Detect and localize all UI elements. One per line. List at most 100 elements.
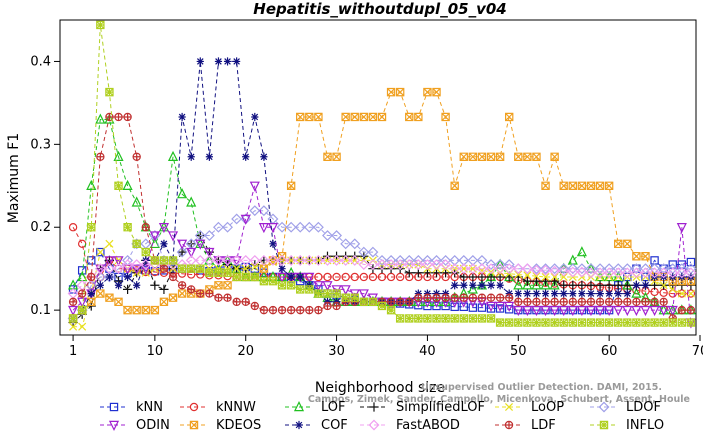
point-LOF-3 [86,179,97,190]
point-LDOF-45 [467,254,479,266]
point-LDF-27 [305,305,314,315]
point-FastABOD-27 [303,254,315,266]
point-INFLO-65 [650,318,659,327]
point-SimplifiedLOF-7 [123,284,133,295]
point-FastABOD-49 [503,263,515,275]
point-FastABOD-31 [340,254,352,266]
point-LoOP-52 [532,272,541,281]
point-FastABOD-23 [267,254,279,266]
point-kNNW-34 [368,272,378,282]
point-INFLO-33 [359,297,369,307]
point-LDOF-43 [449,254,461,266]
legend-item-KDEOS: KDEOS [180,418,261,433]
point-FastABOD-8 [131,259,143,270]
point-FastABOD-21 [249,254,261,266]
point-kNN-48 [495,304,505,313]
legend-item-ODIN: ODIN [100,418,170,433]
point-COF-14 [187,152,195,161]
point-SimplifiedLOF-54 [550,276,560,286]
point-LoOP-66 [659,281,668,290]
point-FastABOD-32 [349,254,361,266]
point-KDEOS-13 [177,289,187,298]
point-KDEOS-7 [123,305,132,315]
point-INFLO-47 [486,314,496,323]
point-LDF-15 [196,289,205,298]
point-FastABOD-53 [540,264,551,276]
point-KDEOS-45 [468,152,478,161]
point-ODIN-24 [276,272,288,283]
point-KDEOS-43 [450,181,459,190]
point-FastABOD-61 [612,267,624,279]
point-LDF-37 [395,297,405,307]
point-LDF-22 [259,305,269,315]
point-FastABOD-69 [685,267,697,279]
legend-marker-INFLO [599,420,609,430]
legend-item-kNN: kNN [100,400,163,415]
point-FastABOD-54 [549,265,561,277]
point-KDEOS-39 [414,112,423,122]
point-KDEOS-6 [114,297,123,307]
point-INFLO-69 [686,318,696,327]
point-SimplifiedLOF-65 [649,280,660,290]
point-LDF-30 [332,301,341,311]
point-LDF-11 [159,264,169,273]
point-SimplifiedLOF-60 [604,280,614,290]
point-LOF-13 [177,188,188,199]
legend-item-LoOP: LoOP [495,400,564,415]
legend-item-SimplifiedLOF: SimplifiedLOF [360,400,485,415]
point-LDF-52 [532,297,541,307]
point-LOF-12 [167,150,179,161]
point-kNN-69 [686,257,696,267]
legend-label-SimplifiedLOF: SimplifiedLOF [396,400,485,415]
point-KDEOS-47 [486,152,496,161]
point-LDF-58 [586,297,596,307]
point-FastABOD-47 [485,263,497,275]
point-ODIN-22 [258,223,269,234]
legend-item-LOF: LOF [285,400,346,415]
point-LDF-45 [468,293,478,302]
point-LOF-5 [104,113,115,124]
point-LDF-9 [141,223,150,232]
point-LoOP-4 [96,248,105,257]
point-INFLO-27 [305,285,314,294]
point-SimplifiedLOF-62 [622,280,632,290]
point-LDF-17 [214,293,223,302]
legend-marker-FastABOD [368,419,380,431]
point-FastABOD-65 [649,267,661,279]
point-FastABOD-59 [594,267,606,279]
legend-label-LDF: LDF [531,418,556,433]
point-KDEOS-25 [286,181,296,190]
point-FastABOD-44 [458,263,470,275]
point-LOF-60 [604,271,615,282]
point-LOF-52 [531,279,542,290]
legend-marker-kNN [109,402,119,412]
point-KDEOS-56 [568,181,577,190]
point-LDF-44 [459,293,468,302]
point-COF-7 [124,272,132,282]
point-COF-46 [478,281,486,290]
point-ODIN-53 [540,305,551,317]
legend-item-COF: COF [285,418,348,433]
point-COF-24 [278,264,286,273]
point-kNNW-69 [686,289,696,298]
point-LDF-25 [286,305,296,315]
series-INFLO [68,20,696,327]
point-LDF-23 [268,305,278,315]
point-ODIN-51 [522,305,533,317]
point-INFLO-62 [623,318,632,327]
point-COF-54 [551,289,559,298]
point-INFLO-21 [250,272,259,282]
x-tick-label-1: 10 [147,344,164,359]
point-LOF-57 [576,246,587,257]
point-LDOF-52 [531,263,542,275]
point-LDOF-34 [367,246,379,258]
point-ODIN-23 [267,223,279,234]
point-INFLO-9 [141,247,150,257]
point-COF-19 [233,57,241,66]
point-INFLO-32 [350,293,359,302]
point-INFLO-48 [495,318,505,327]
point-kNNW-1 [68,223,78,232]
point-KDEOS-59 [595,181,605,190]
point-FastABOD-26 [294,254,306,266]
point-ODIN-66 [658,305,669,317]
